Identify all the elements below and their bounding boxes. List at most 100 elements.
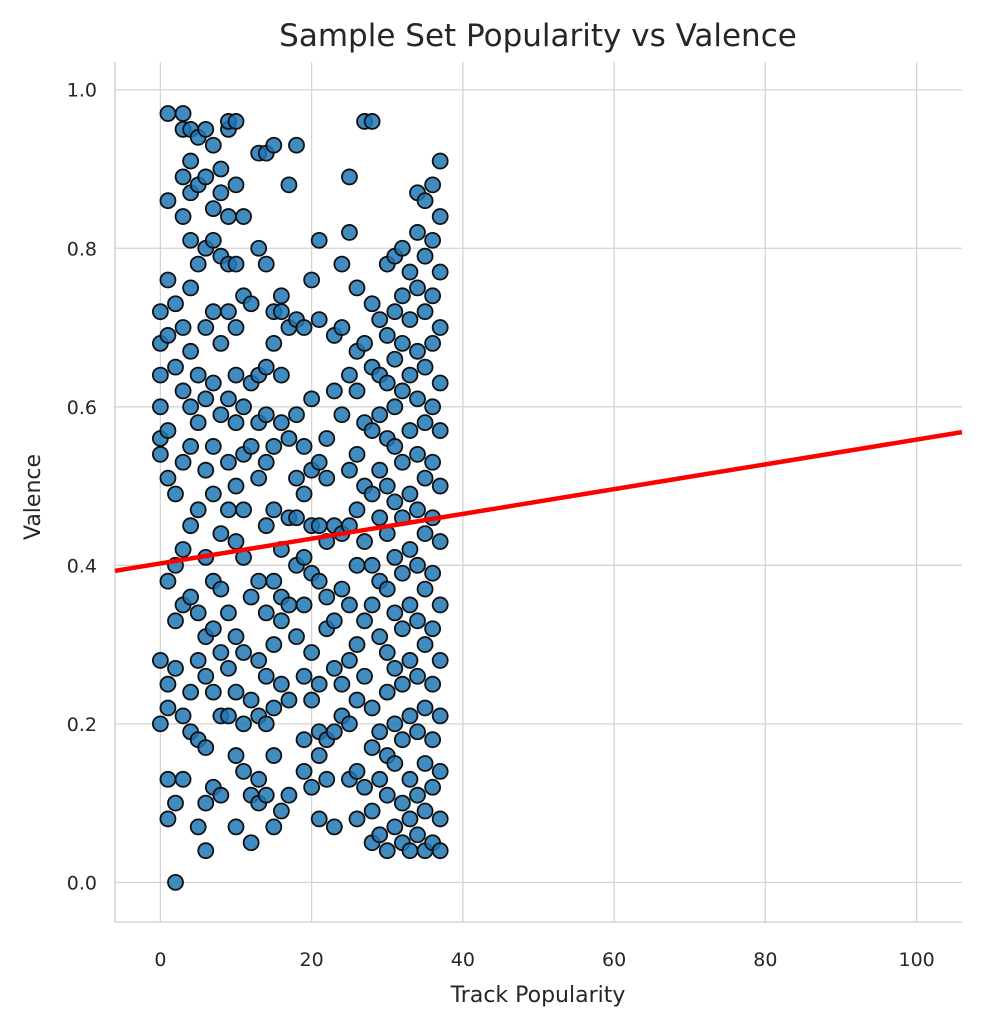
scatter-point xyxy=(310,517,328,535)
scatter-point xyxy=(363,295,381,313)
scatter-point xyxy=(318,469,336,487)
grid xyxy=(115,62,962,922)
scatter-point xyxy=(333,406,351,424)
chart-title: Sample Set Popularity vs Valence xyxy=(279,18,797,54)
scatter-point xyxy=(325,818,343,836)
scatter-point xyxy=(212,334,230,352)
scatter-point xyxy=(424,564,442,582)
scatter-point xyxy=(212,786,230,804)
scatter-point xyxy=(257,255,275,273)
scatter-point xyxy=(257,517,275,535)
scatter-point xyxy=(378,683,396,701)
scatter-point xyxy=(265,636,283,653)
scatter-point xyxy=(409,556,426,574)
scatter-point xyxy=(242,834,260,852)
scatter-point xyxy=(378,580,396,598)
scatter-point xyxy=(318,770,336,788)
scatter-point xyxy=(424,620,442,638)
scatter-point xyxy=(295,667,313,685)
scatter-point xyxy=(386,398,404,416)
scatter-point xyxy=(409,501,426,519)
scatter-point xyxy=(386,715,404,733)
scatter-point xyxy=(257,406,275,424)
scatter-point xyxy=(295,319,313,336)
scatter-point xyxy=(182,438,200,455)
scatter-point xyxy=(197,842,215,860)
y-tick-label: 0.4 xyxy=(67,555,97,577)
scatter-point xyxy=(341,168,358,186)
scatter-point xyxy=(401,311,419,329)
scatter-point xyxy=(348,556,366,574)
scatter-point xyxy=(386,755,404,772)
scatter-point xyxy=(409,723,426,741)
scatter-point xyxy=(348,763,366,780)
scatter-point xyxy=(204,200,222,218)
scatter-point xyxy=(371,723,389,741)
scatter-point xyxy=(416,755,434,772)
scatter-point xyxy=(159,327,177,344)
scatter-point xyxy=(409,826,426,844)
x-tick-label: 0 xyxy=(154,949,166,971)
x-tick-label: 40 xyxy=(451,949,475,971)
scatter-point xyxy=(159,572,177,590)
scatter-point xyxy=(257,715,275,733)
scatter-point xyxy=(295,731,313,749)
scatter-point xyxy=(265,136,283,154)
scatter-point xyxy=(416,469,434,487)
scatter-point xyxy=(424,453,442,471)
scatter-point xyxy=(159,770,177,788)
scatter-point xyxy=(310,675,328,693)
scatter-point xyxy=(416,802,434,820)
scatter-point xyxy=(182,342,200,360)
scatter-point xyxy=(333,675,351,693)
scatter-point xyxy=(348,445,366,463)
scatter-point xyxy=(204,620,222,638)
scatter-point xyxy=(235,208,252,225)
scatter-point xyxy=(250,652,268,669)
scatter-point xyxy=(212,184,230,202)
scatter-point xyxy=(363,422,381,439)
scatter-point xyxy=(212,580,230,598)
scatter-point xyxy=(371,826,389,844)
scatter-point xyxy=(303,271,321,289)
scatter-point xyxy=(227,176,245,194)
scatter-point xyxy=(250,770,268,788)
scatter-point xyxy=(189,366,207,384)
scatter-point xyxy=(227,414,245,432)
scatter-point xyxy=(197,168,215,186)
scatter-point xyxy=(310,311,328,329)
scatter-point xyxy=(280,596,298,614)
scatter-point xyxy=(272,675,290,693)
scatter-point xyxy=(363,113,381,130)
scatter-point xyxy=(295,596,313,614)
scatter-point xyxy=(409,224,426,241)
scatter-point xyxy=(257,667,275,685)
scatter-point xyxy=(242,588,260,606)
scatter-point xyxy=(167,873,184,891)
scatter-point xyxy=(325,382,343,400)
scatter-point xyxy=(431,533,449,550)
scatter-points xyxy=(151,105,449,891)
scatter-point xyxy=(424,398,442,416)
scatter-point xyxy=(159,810,177,828)
scatter-point xyxy=(159,192,177,210)
scatter-point xyxy=(348,382,366,400)
y-tick-label: 0.6 xyxy=(67,397,97,419)
scatter-point xyxy=(250,469,268,487)
regression-line xyxy=(114,429,963,574)
scatter-point xyxy=(401,263,419,281)
scatter-point xyxy=(189,255,207,273)
x-tick-label: 80 xyxy=(753,949,777,971)
scatter-point xyxy=(242,438,260,455)
scatter-point xyxy=(341,461,358,479)
scatter-point xyxy=(182,152,200,170)
scatter-point xyxy=(265,747,283,764)
scatter-point xyxy=(386,548,404,566)
scatter-point xyxy=(424,731,442,749)
scatter-point xyxy=(431,263,449,281)
scatter-point xyxy=(257,453,275,471)
scatter-point xyxy=(356,334,373,352)
scatter-point xyxy=(204,136,222,154)
scatter-point xyxy=(416,580,434,598)
scatter-point xyxy=(310,747,328,764)
